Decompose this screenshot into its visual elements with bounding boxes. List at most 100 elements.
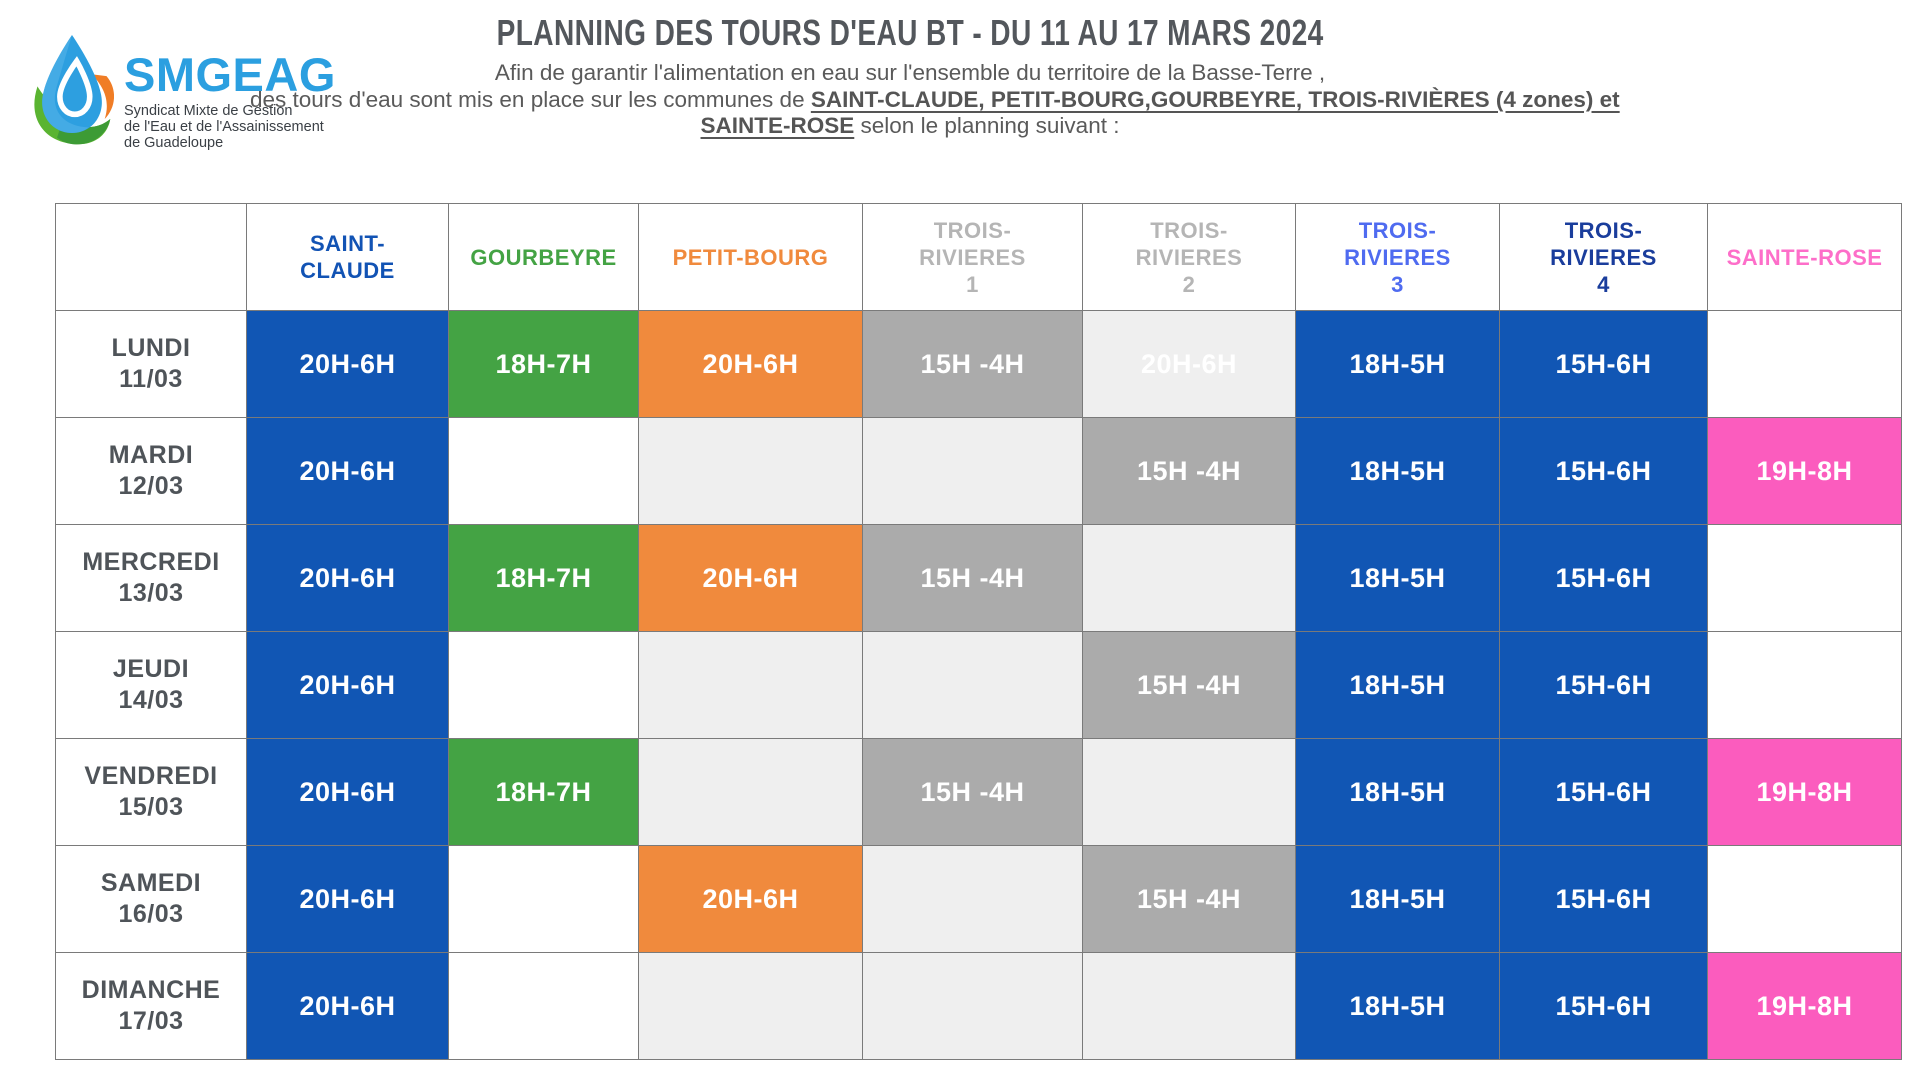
column-header-line: 4 (1597, 271, 1610, 297)
time-cell-dimanche-gourbeyre (448, 952, 639, 1060)
column-header-line: RIVIERES (1550, 244, 1657, 270)
row-lundi: LUNDI 11/03 20H-6H 18H-7H 20H-6H 15H -4H 20H-6… (55, 310, 1902, 418)
day-date: 12/03 (118, 472, 184, 500)
column-header-line: SAINTE-ROSE (1726, 244, 1883, 270)
column-header-trois-rivieres-1: TROIS- RIVIERES 1 (862, 203, 1083, 311)
row-mercredi: MERCREDI 13/03 20H-6H 18H-7H 20H-6H 15H -4H 18… (55, 524, 1902, 632)
column-header-line: TROIS- (1564, 217, 1643, 243)
column-header-line: CLAUDE (300, 258, 395, 283)
water-drop-leaf-icon (34, 35, 114, 145)
time-cell-mercredi-sainte-rose (1707, 524, 1902, 632)
column-header-line: 3 (1391, 271, 1404, 297)
column-header-line: 1 (966, 271, 979, 297)
time-cell-mardi-petit-bourg (638, 417, 863, 525)
day-date: 14/03 (118, 686, 184, 714)
time-cell-dimanche-trois-rivieres-1 (862, 952, 1083, 1060)
column-header-line: TROIS- (933, 217, 1012, 243)
time-cell-lundi-sainte-rose (1707, 310, 1902, 418)
column-header-trois-rivieres-4: TROIS- RIVIERES 4 (1499, 203, 1708, 311)
logo-name: SMGEAG (124, 48, 336, 101)
day-date: 16/03 (118, 900, 184, 928)
sainte-rose-bold-text: SAINTE-ROSE (700, 113, 855, 138)
time-cell-mercredi-gourbeyre: 18H-7H (448, 524, 639, 632)
row-samedi: SAMEDI 16/03 20H-6H 20H-6H 15H -4H 18H-5H 15H-… (55, 845, 1902, 953)
time-cell-lundi-saint-claude: 20H-6H (246, 310, 449, 418)
column-header-trois-rivieres-3: TROIS- RIVIERES 3 (1295, 203, 1500, 311)
intro-text: Afin de garantir l'alimentation en eau s… (250, 60, 1620, 140)
time-cell-vendredi-gourbeyre: 18H-7H (448, 738, 639, 846)
page-title: PLANNING DES TOURS D'EAU BT - DU 11 AU 1… (496, 12, 1324, 53)
row-dimanche: DIMANCHE 17/03 20H-6H 18H-5H 15H-6H 19H-8H (55, 952, 1902, 1060)
time-cell-vendredi-sainte-rose: 19H-8H (1707, 738, 1902, 846)
time-cell-jeudi-trois-rivieres-1 (862, 631, 1083, 739)
day-cell-samedi: SAMEDI 16/03 (55, 845, 247, 953)
day-cell-lundi: LUNDI 11/03 (55, 310, 247, 418)
time-cell-mardi-sainte-rose: 19H-8H (1707, 417, 1902, 525)
column-header-line: SAINT- (309, 231, 386, 256)
column-header-line: RIVIERES (919, 244, 1026, 270)
day-cell-mardi: MARDI 12/03 (55, 417, 247, 525)
time-cell-vendredi-trois-rivieres-2 (1082, 738, 1296, 846)
time-cell-lundi-trois-rivieres-3: 18H-5H (1295, 310, 1500, 418)
time-cell-dimanche-petit-bourg (638, 952, 863, 1060)
day-date: 15/03 (118, 793, 184, 821)
row-mardi: MARDI 12/03 20H-6H 15H -4H 18H-5H 15H-6H 19H-8… (55, 417, 1902, 525)
time-cell-mercredi-trois-rivieres-4: 15H-6H (1499, 524, 1708, 632)
column-header-line: TROIS- (1150, 217, 1228, 243)
time-cell-samedi-trois-rivieres-1 (862, 845, 1083, 953)
time-cell-mercredi-petit-bourg: 20H-6H (638, 524, 863, 632)
time-cell-vendredi-saint-claude: 20H-6H (246, 738, 449, 846)
day-name: DIMANCHE (81, 976, 221, 1004)
communes-bold-text: SAINT-CLAUDE, PETIT-BOURG,GOURBEYRE, TRO… (810, 86, 1620, 112)
time-cell-lundi-trois-rivieres-4: 15H-6H (1499, 310, 1708, 418)
time-cell-jeudi-sainte-rose (1707, 631, 1902, 739)
time-cell-samedi-gourbeyre (448, 845, 639, 953)
time-cell-samedi-petit-bourg: 20H-6H (638, 845, 863, 953)
time-cell-dimanche-trois-rivieres-3: 18H-5H (1295, 952, 1500, 1060)
day-cell-dimanche: DIMANCHE 17/03 (55, 952, 247, 1060)
day-cell-mercredi: MERCREDI 13/03 (55, 524, 247, 632)
page-header: PLANNING DES TOURS D'EAU BT - DU 11 AU 1… (250, 12, 1620, 140)
time-cell-lundi-gourbeyre: 18H-7H (448, 310, 639, 418)
intro-line-1: Afin de garantir l'alimentation en eau s… (494, 60, 1326, 85)
time-cell-samedi-trois-rivieres-2: 15H -4H (1082, 845, 1296, 953)
time-cell-jeudi-trois-rivieres-3: 18H-5H (1295, 631, 1500, 739)
time-cell-jeudi-petit-bourg (638, 631, 863, 739)
column-header-line: RIVIERES (1344, 244, 1451, 270)
time-cell-mardi-trois-rivieres-3: 18H-5H (1295, 417, 1500, 525)
time-cell-lundi-petit-bourg: 20H-6H (638, 310, 863, 418)
day-name: SAMEDI (100, 869, 202, 897)
header-row: SAINT- CLAUDE GOURBEYRE PETIT-BOURG TROIS- RI… (55, 203, 1902, 311)
column-header-line: GOURBEYRE (470, 244, 617, 270)
column-header-line: TROIS- (1358, 217, 1437, 243)
time-cell-mardi-gourbeyre (448, 417, 639, 525)
column-header-saint-claude: SAINT- CLAUDE (246, 203, 449, 311)
day-date: 11/03 (119, 365, 183, 393)
day-date: 13/03 (118, 579, 184, 607)
time-cell-jeudi-saint-claude: 20H-6H (246, 631, 449, 739)
time-cell-vendredi-trois-rivieres-4: 15H-6H (1499, 738, 1708, 846)
smgeag-logo: SMGEAG Syndicat Mixte de Gestion de l'Ea… (30, 32, 336, 151)
column-header-gourbeyre: GOURBEYRE (448, 203, 639, 311)
time-cell-jeudi-gourbeyre (448, 631, 639, 739)
time-cell-samedi-trois-rivieres-3: 18H-5H (1295, 845, 1500, 953)
column-header-sainte-rose: SAINTE-ROSE (1707, 203, 1902, 311)
column-header-petit-bourg: PETIT-BOURG (638, 203, 863, 311)
intro-line-3: SAINTE-ROSE selon le planning suivant : (700, 113, 1120, 138)
time-cell-samedi-sainte-rose (1707, 845, 1902, 953)
column-header-line: 2 (1182, 271, 1196, 297)
time-cell-dimanche-trois-rivieres-4: 15H-6H (1499, 952, 1708, 1060)
time-cell-mardi-trois-rivieres-1 (862, 417, 1083, 525)
corner-cell (55, 203, 247, 311)
time-cell-mercredi-saint-claude: 20H-6H (246, 524, 449, 632)
time-cell-jeudi-trois-rivieres-4: 15H-6H (1499, 631, 1708, 739)
time-cell-vendredi-trois-rivieres-3: 18H-5H (1295, 738, 1500, 846)
day-date: 17/03 (118, 1007, 184, 1035)
time-cell-vendredi-trois-rivieres-1: 15H -4H (862, 738, 1083, 846)
day-name: MERCREDI (82, 548, 220, 576)
time-cell-dimanche-trois-rivieres-2 (1082, 952, 1296, 1060)
time-cell-samedi-trois-rivieres-4: 15H-6H (1499, 845, 1708, 953)
time-cell-vendredi-petit-bourg (638, 738, 863, 846)
planning-table: SAINT- CLAUDE GOURBEYRE PETIT-BOURG TROIS- RI… (55, 203, 1902, 1060)
row-jeudi: JEUDI 14/03 20H-6H 15H -4H 18H-5H 15H-6H (55, 631, 1902, 739)
